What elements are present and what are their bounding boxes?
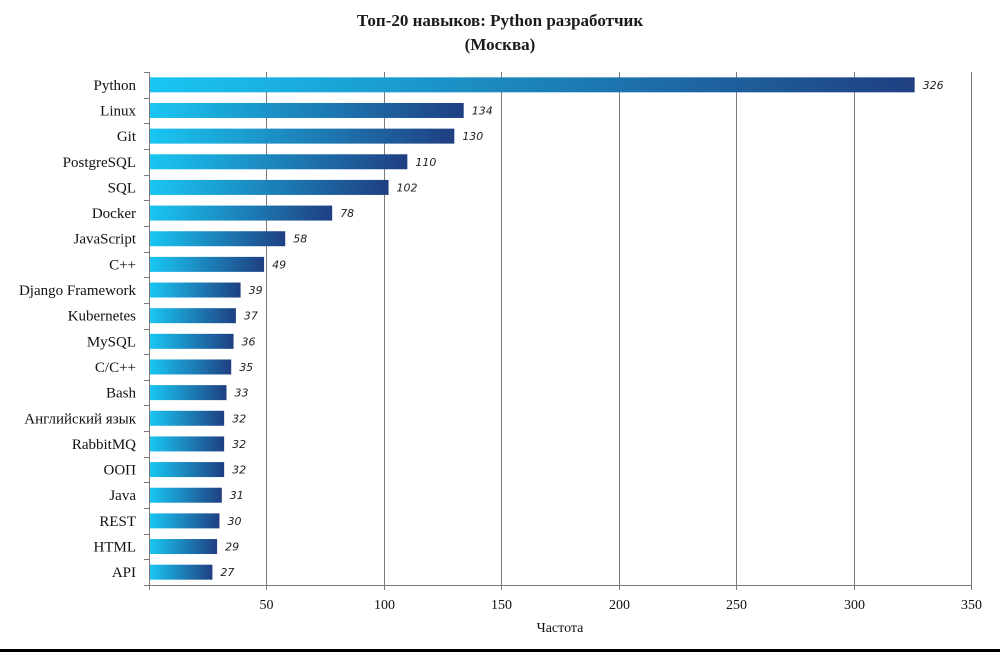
value-label-18: 30: [227, 515, 241, 528]
bottom-border: [0, 649, 1000, 652]
value-label-6: 78: [340, 207, 354, 220]
value-label-2: 134: [472, 104, 493, 117]
category-label-2: Linux: [100, 103, 136, 119]
category-label-12: C/C++: [95, 360, 136, 376]
category-label-20: API: [112, 565, 136, 581]
value-label-7: 58: [293, 233, 307, 246]
value-label-11: 36: [242, 335, 256, 348]
x-tick-label-150: 150: [491, 598, 512, 613]
category-label-10: Kubernetes: [68, 309, 136, 325]
bar-13: [150, 385, 227, 401]
bar-14: [150, 410, 225, 426]
value-label-15: 32: [232, 438, 246, 451]
value-label-13: 33: [235, 387, 249, 400]
value-label-3: 130: [462, 130, 483, 143]
axes: 50 100 150 200 250 300 350 Python Linux Git Postgr…: [19, 72, 982, 613]
value-label-14: 32: [232, 412, 246, 425]
category-label-18: REST: [99, 514, 136, 530]
value-label-17: 31: [230, 489, 244, 502]
x-tick-label-50: 50: [260, 598, 274, 613]
chart-title-line-1: Топ-20 навыков: Python разработчик: [357, 11, 643, 30]
value-label-20: 27: [220, 566, 234, 579]
bar-6: [150, 205, 333, 221]
category-label-14: Английский язык: [24, 411, 136, 427]
bar-5: [150, 179, 389, 195]
category-label-13: Bash: [106, 386, 137, 402]
bar-7: [150, 231, 286, 247]
category-label-4: PostgreSQL: [63, 155, 136, 171]
category-label-6: Docker: [92, 206, 136, 222]
chart-title-line-2: (Москва): [465, 35, 536, 54]
x-tick-label-350: 350: [961, 598, 982, 613]
category-label-17: Java: [109, 488, 136, 504]
value-label-4: 110: [415, 156, 436, 169]
x-tick-label-200: 200: [609, 598, 630, 613]
bar-8: [150, 256, 265, 272]
value-label-9: 39: [249, 284, 263, 297]
bar-17: [150, 487, 222, 503]
bar-3: [150, 128, 455, 144]
gridlines: [266, 72, 972, 585]
category-label-1: Python: [93, 78, 136, 94]
category-label-15: RabbitMQ: [72, 437, 136, 453]
bar-18: [150, 513, 220, 529]
category-label-9: Django Framework: [19, 283, 137, 299]
bar-10: [150, 308, 236, 324]
value-label-10: 37: [244, 310, 258, 323]
x-axis-title: Частота: [537, 621, 585, 636]
bar-4: [150, 154, 408, 170]
bar-1: [150, 77, 915, 93]
value-label-1: 326: [923, 79, 944, 92]
category-label-16: ООП: [104, 463, 137, 479]
bar-2: [150, 102, 464, 118]
bars: 326 134 130 110 102 78 58 49 39 37 36 35 33 32 32 32 31 3…: [150, 77, 944, 580]
category-label-19: HTML: [94, 540, 137, 556]
category-label-11: MySQL: [87, 334, 136, 350]
category-label-8: C++: [109, 257, 136, 273]
x-tick-label-100: 100: [374, 598, 395, 613]
bar-11: [150, 333, 234, 349]
bar-9: [150, 282, 241, 298]
bar-16: [150, 462, 225, 478]
category-label-5: SQL: [108, 180, 136, 196]
category-label-7: JavaScript: [74, 232, 137, 248]
x-tick-label-250: 250: [726, 598, 747, 613]
value-label-16: 32: [232, 464, 246, 477]
value-label-5: 102: [397, 181, 418, 194]
x-tick-label-300: 300: [844, 598, 865, 613]
bar-15: [150, 436, 225, 452]
category-label-3: Git: [117, 129, 137, 145]
bar-20: [150, 564, 213, 580]
value-label-12: 35: [239, 361, 253, 374]
value-label-8: 49: [272, 258, 286, 271]
value-label-19: 29: [225, 541, 239, 554]
bar-19: [150, 539, 218, 555]
bar-12: [150, 359, 232, 375]
